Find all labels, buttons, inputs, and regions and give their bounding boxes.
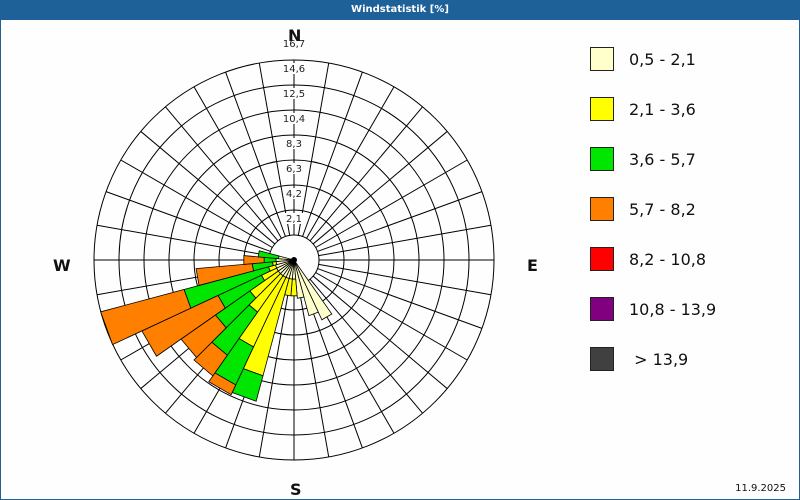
wind-rose-petal-segment [193,341,228,377]
legend-item: 2,1 - 3,6 [590,96,696,122]
radial-tick-label: 12,5 [283,89,305,100]
radial-tick-label: 16,7 [283,39,305,50]
legend-item: 8,2 - 10,8 [590,246,706,272]
legend-label: 8,2 - 10,8 [629,249,707,269]
legend-swatch [590,47,614,71]
legend-item: > 13,9 [590,346,688,372]
compass-east-label: E [527,256,538,275]
radial-tick-label: 4,2 [286,189,302,200]
wind-rose-petal-segment [257,250,280,260]
legend-swatch [590,347,614,371]
legend-swatch [590,147,614,171]
wind-rose-petal-segment [243,255,265,265]
legend-item: 10,8 - 13,9 [590,296,716,322]
compass-north-label: N [288,26,302,45]
legend-label: 0,5 - 2,1 [629,49,696,69]
radial-tick-label: 10,4 [283,114,305,125]
legend-item: 0,5 - 2,1 [590,46,696,72]
compass-west-label: W [53,256,71,275]
legend-swatch [590,247,614,271]
legend-label: 10,8 - 13,9 [629,299,717,319]
legend-label: 5,7 - 8,2 [629,199,696,219]
chart-title: Windstatistik [%] [351,4,449,15]
radial-tick-label: 14,6 [283,64,305,75]
wind-rose-petal-segment [195,263,254,286]
legend-label: 3,6 - 5,7 [629,149,696,169]
radial-tick-label: 8,3 [286,139,302,150]
wind-rose-petal-segment [100,288,192,346]
legend-item: 5,7 - 8,2 [590,196,696,222]
compass-south-label: S [290,480,302,499]
legend-swatch [590,297,614,321]
legend-swatch [590,197,614,221]
date-label: 11.9.2025 [735,483,786,494]
radial-tick-label: 2,1 [286,214,302,225]
legend-swatch [590,97,614,121]
wind-rose-petal-segment [208,372,237,396]
chart-title-bar: Windstatistik [%] [0,0,800,20]
legend-label: > 13,9 [629,349,689,369]
legend-label: 2,1 - 3,6 [629,99,696,119]
legend-item: 3,6 - 5,7 [590,146,696,172]
radial-tick-label: 6,3 [286,164,302,175]
